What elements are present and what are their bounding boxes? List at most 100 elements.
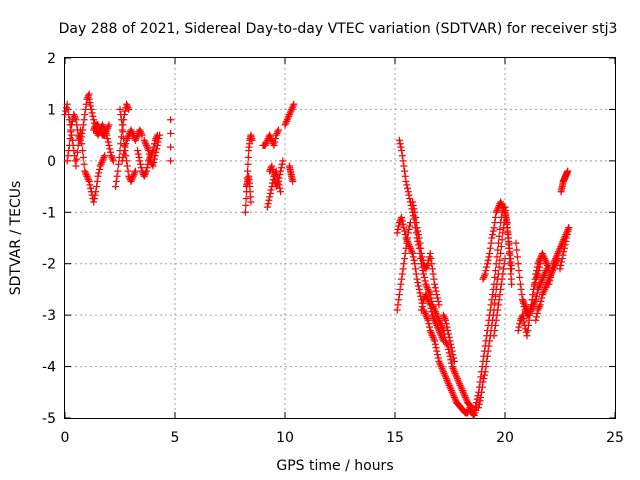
data-point (123, 100, 131, 108)
data-point (536, 301, 544, 309)
data-point (265, 196, 273, 204)
data-point (443, 323, 451, 331)
data-point (442, 373, 450, 381)
data-point (402, 177, 410, 185)
data-point (460, 390, 468, 398)
data-point (423, 313, 431, 321)
data-point (484, 256, 492, 264)
data-point (124, 133, 132, 141)
data-point (284, 114, 292, 122)
data-point (430, 315, 438, 323)
data-point (73, 121, 81, 129)
data-point (471, 405, 479, 413)
data-point (518, 291, 526, 299)
data-point (281, 121, 289, 129)
data-point (523, 306, 531, 314)
data-point (87, 102, 95, 110)
data-point (84, 92, 92, 100)
data-point (483, 357, 491, 365)
data-point (493, 311, 501, 319)
data-point (70, 111, 78, 119)
data-point (449, 351, 457, 359)
data-point (461, 392, 469, 400)
data-point (519, 297, 527, 305)
data-point (65, 147, 73, 155)
data-point (541, 268, 549, 276)
data-point (423, 282, 431, 290)
data-point (467, 403, 475, 411)
data-point (122, 140, 130, 148)
data-point (426, 327, 434, 335)
data-point (559, 251, 567, 259)
data-point (287, 107, 295, 115)
data-point (518, 313, 526, 321)
data-point (542, 258, 550, 266)
x-tick-label: 20 (496, 430, 514, 446)
data-point (515, 267, 523, 275)
data-point (561, 241, 569, 249)
data-point (133, 133, 141, 141)
data-point (63, 100, 71, 108)
data-point (263, 203, 271, 211)
data-point (453, 373, 461, 381)
data-point (120, 150, 128, 158)
data-point (112, 183, 120, 191)
data-point (410, 205, 418, 213)
data-point (425, 289, 433, 297)
data-point (409, 253, 417, 261)
data-point (498, 275, 506, 283)
data-point (491, 273, 499, 281)
data-point (79, 126, 87, 134)
data-point (408, 248, 416, 256)
data-point (447, 385, 455, 393)
data-point (447, 387, 455, 395)
data-point (492, 208, 500, 216)
data-point (534, 260, 542, 268)
data-point (406, 222, 414, 230)
data-point (62, 104, 70, 112)
data-point (487, 301, 495, 309)
data-point (538, 294, 546, 302)
data-point (145, 147, 153, 155)
data-point (417, 306, 425, 314)
data-point (490, 332, 498, 340)
data-point (556, 265, 564, 273)
data-point (82, 100, 90, 108)
data-point (527, 301, 535, 309)
data-point (445, 381, 453, 389)
data-point (119, 153, 127, 161)
data-point (496, 291, 504, 299)
data-point (102, 128, 110, 136)
data-point (395, 136, 403, 144)
data-point (428, 260, 436, 268)
data-point (403, 181, 411, 189)
data-point (127, 126, 135, 134)
data-point (493, 207, 501, 215)
data-point (541, 284, 549, 292)
data-point (124, 167, 132, 175)
data-point (116, 105, 124, 113)
data-point (393, 306, 401, 314)
data-point (117, 116, 125, 124)
data-point (143, 143, 151, 151)
data-point (551, 256, 559, 264)
data-point (82, 105, 90, 113)
data-point (118, 157, 126, 165)
data-point (456, 380, 464, 388)
data-point (433, 291, 441, 299)
grid-lines (65, 58, 615, 418)
data-point (426, 301, 434, 309)
data-point (398, 217, 406, 225)
data-point (282, 119, 290, 127)
data-point (146, 153, 154, 161)
data-point (470, 409, 478, 417)
data-point (68, 117, 76, 125)
data-point (491, 292, 499, 300)
y-axis-label: SDTVAR / TECUs (8, 181, 24, 296)
data-point (487, 239, 495, 247)
data-point (524, 327, 532, 335)
data-point (440, 313, 448, 321)
data-point (533, 263, 541, 271)
data-point (423, 263, 431, 271)
data-point (420, 273, 428, 281)
